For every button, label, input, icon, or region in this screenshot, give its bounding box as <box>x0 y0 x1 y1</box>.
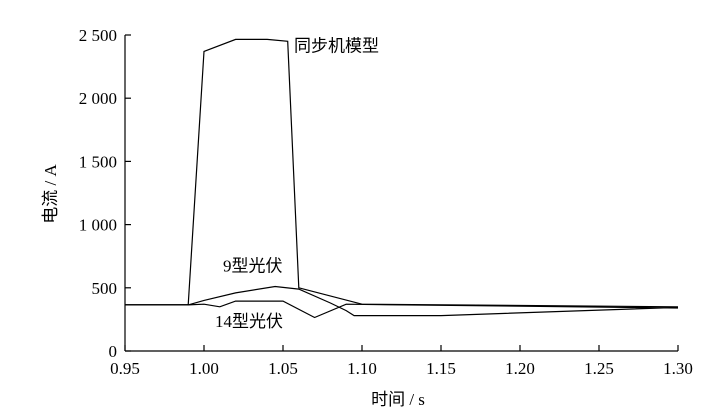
y-tick-label: 1 500 <box>79 152 117 171</box>
series-annotation-1: 同步机模型 <box>294 36 379 55</box>
y-tick-label: 0 <box>109 342 118 361</box>
x-tick-label: 1.00 <box>189 359 219 378</box>
x-tick-label: 1.10 <box>347 359 377 378</box>
x-tick-label: 1.15 <box>426 359 456 378</box>
series-line-2 <box>125 285 679 317</box>
x-tick-label: 1.25 <box>584 359 614 378</box>
series-line-1 <box>125 38 679 308</box>
x-tick-label: 1.20 <box>505 359 535 378</box>
x-tick-label: 1.05 <box>268 359 298 378</box>
y-axis-title: 电流 / A <box>41 164 60 224</box>
series-line-3 <box>125 300 679 319</box>
series-annotation-3: 14型光伏 <box>215 312 283 331</box>
x-axis-title: 时间 / s <box>371 390 425 409</box>
series-layer <box>125 38 679 319</box>
y-tick-label: 2 000 <box>79 89 117 108</box>
axes: 0.95 1.00 1.05 1.10 1.15 1.20 1.25 1.30 0 500 1 00… <box>79 26 693 378</box>
annotation-layer: 同步机模型 9型光伏 14型光伏 <box>215 36 379 331</box>
y-tick-label: 2 500 <box>79 26 117 45</box>
y-tick-label: 1 000 <box>79 216 117 235</box>
series-annotation-2: 9型光伏 <box>223 256 283 275</box>
x-tick-label: 1.30 <box>663 359 693 378</box>
x-tick-label: 0.95 <box>110 359 140 378</box>
y-tick-label: 500 <box>92 279 118 298</box>
